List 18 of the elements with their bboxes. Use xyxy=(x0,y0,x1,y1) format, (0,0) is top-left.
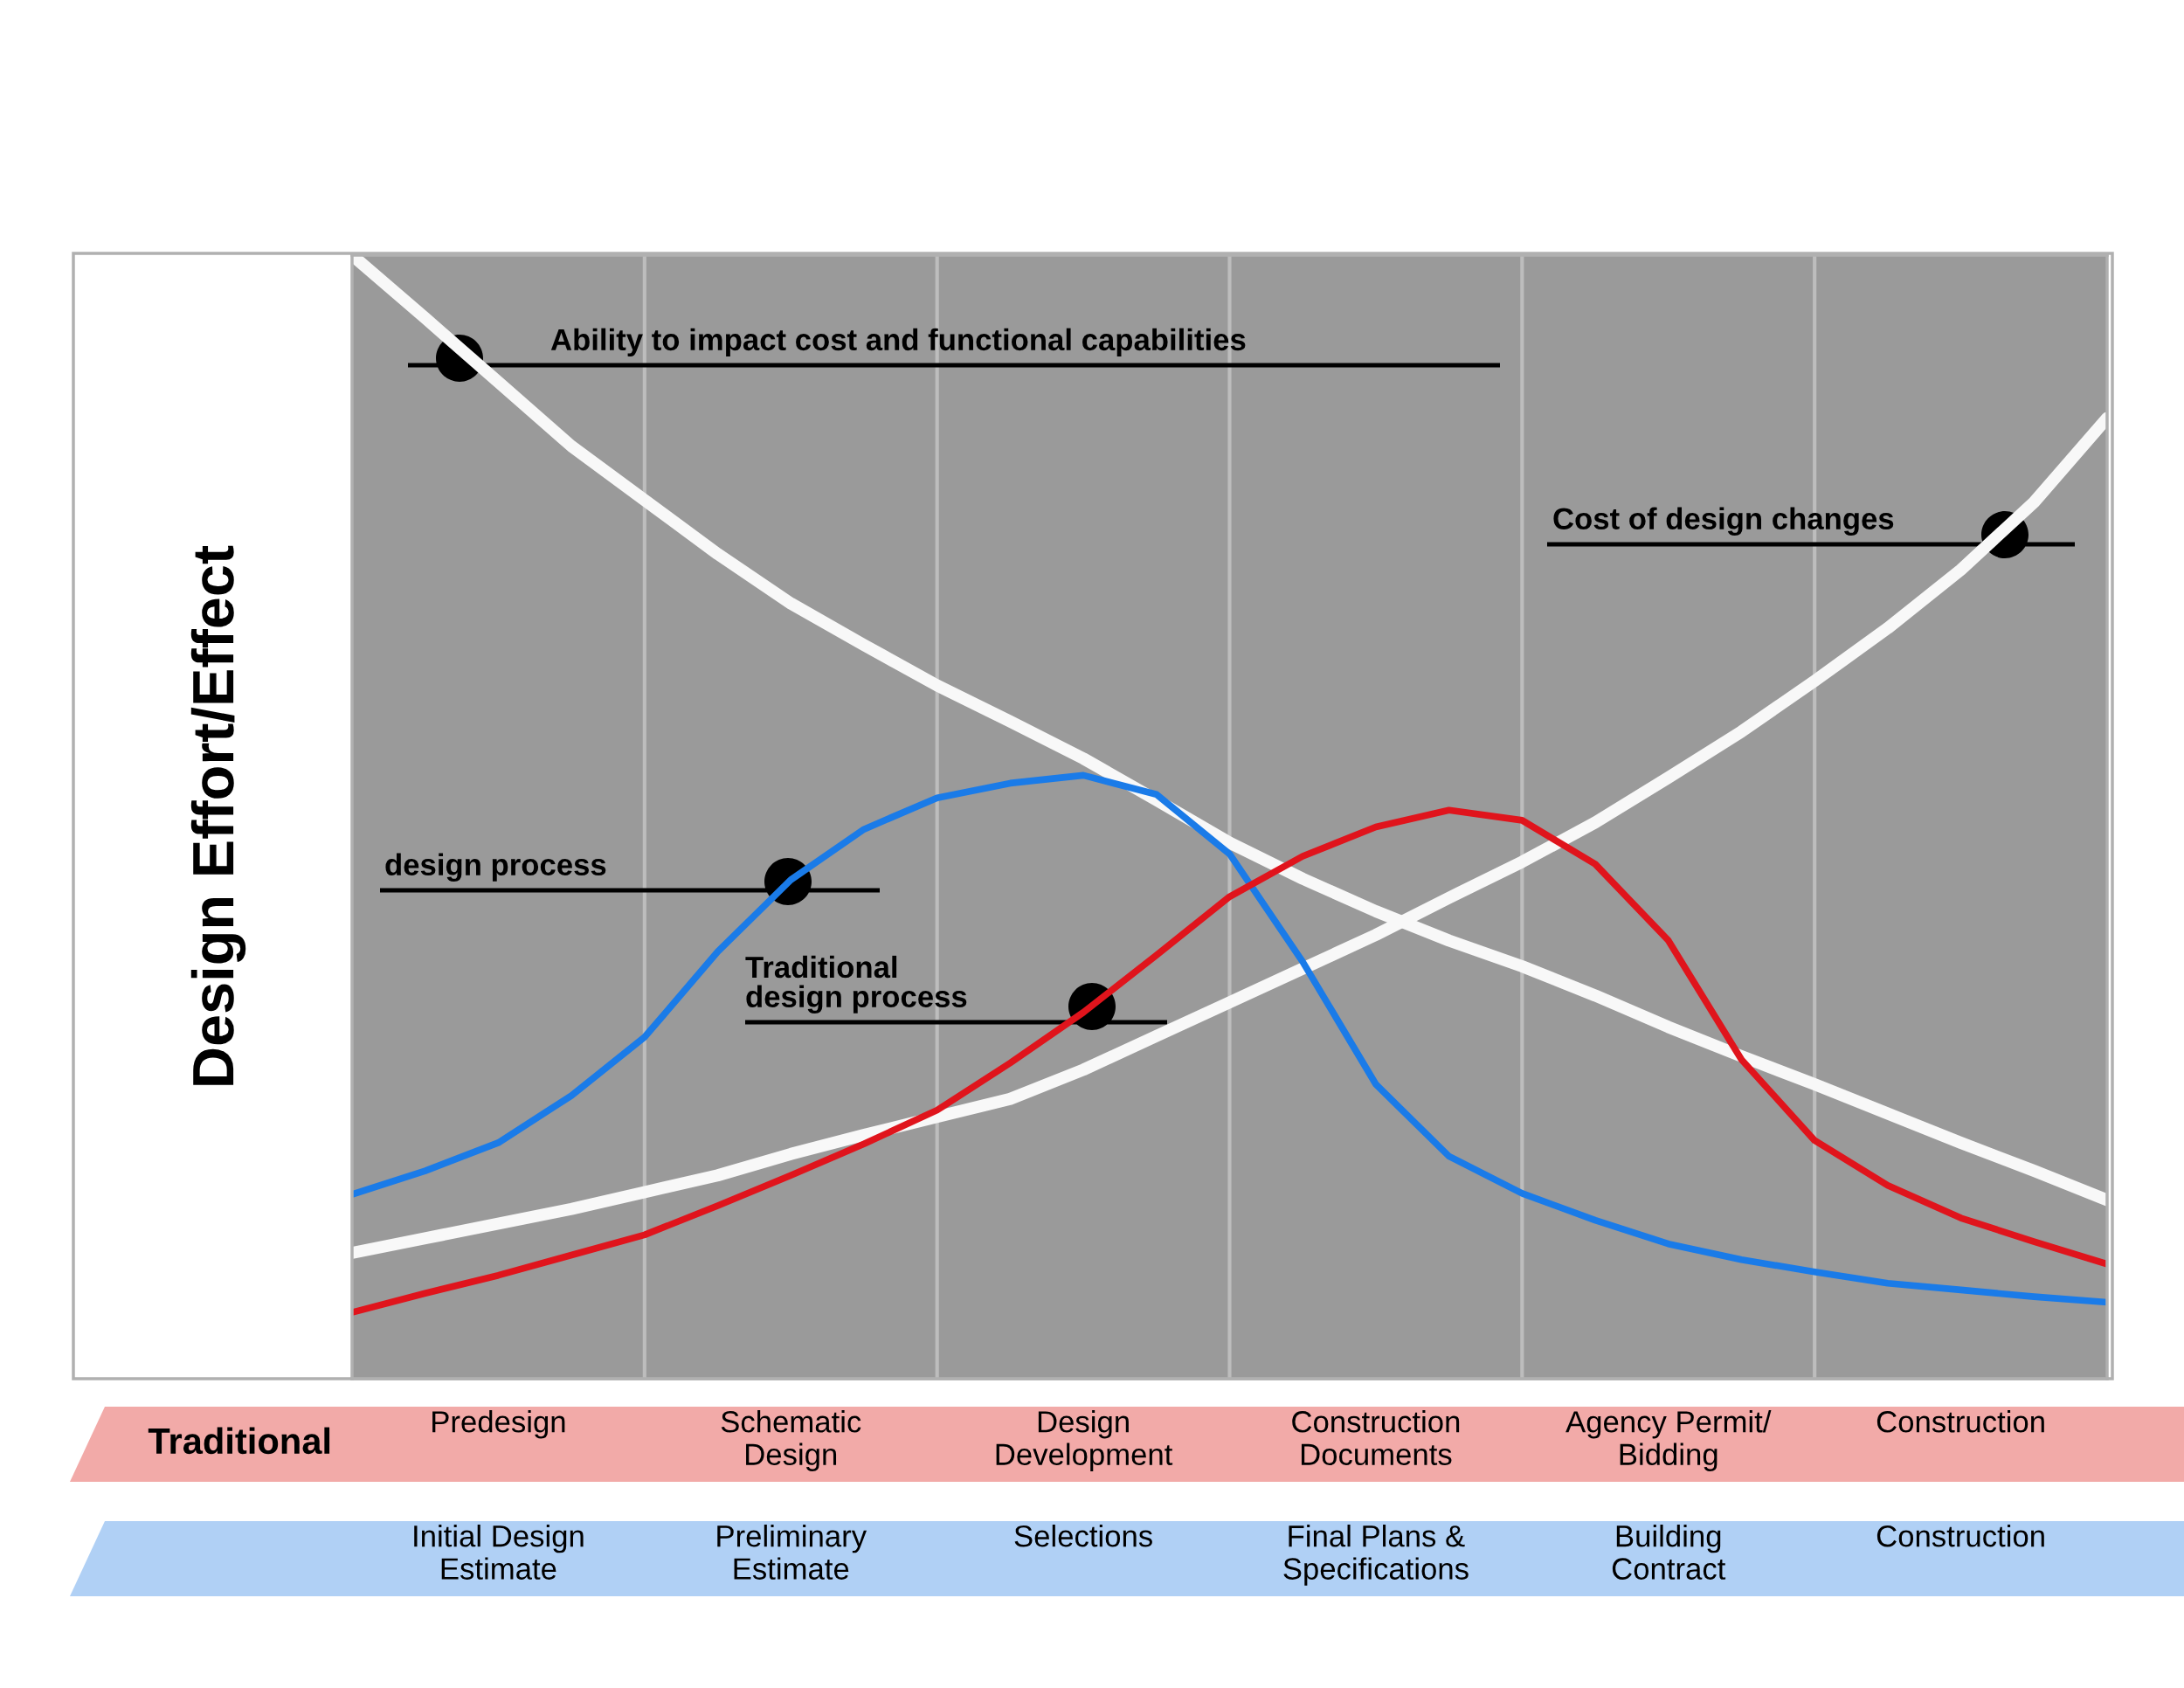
annotation: Cost of design changes xyxy=(1553,507,1894,536)
x-tick-label: Predesign xyxy=(432,1410,565,1439)
x-axis-title: Traditional xyxy=(148,1427,330,1455)
text: Initial Design Estimate xyxy=(414,1525,584,1580)
x-tick-label: Construction xyxy=(1876,1410,2044,1433)
x-tick-label: Schematic Design xyxy=(721,1410,861,1471)
text: Final Plans & Specifications xyxy=(1283,1525,1469,1586)
text: Building Contract xyxy=(1612,1525,1726,1580)
x-tick-label: Design Development xyxy=(996,1410,1173,1471)
annotation: Ability to impact cost and functional capabilities xyxy=(550,328,1246,356)
text: Construction xyxy=(1876,1525,2044,1547)
annotation: design process xyxy=(385,853,606,882)
y-axis-title: Design Effort/Effect xyxy=(190,545,246,1085)
text: Preliminary Estimate xyxy=(717,1525,867,1580)
x-tick-label: Agency Permit/ Bidding xyxy=(1565,1410,1772,1471)
text: Selections xyxy=(1014,1525,1152,1547)
x-tick-label: Construction Documents xyxy=(1292,1410,1460,1466)
annotation: Traditional design process xyxy=(745,955,967,1013)
